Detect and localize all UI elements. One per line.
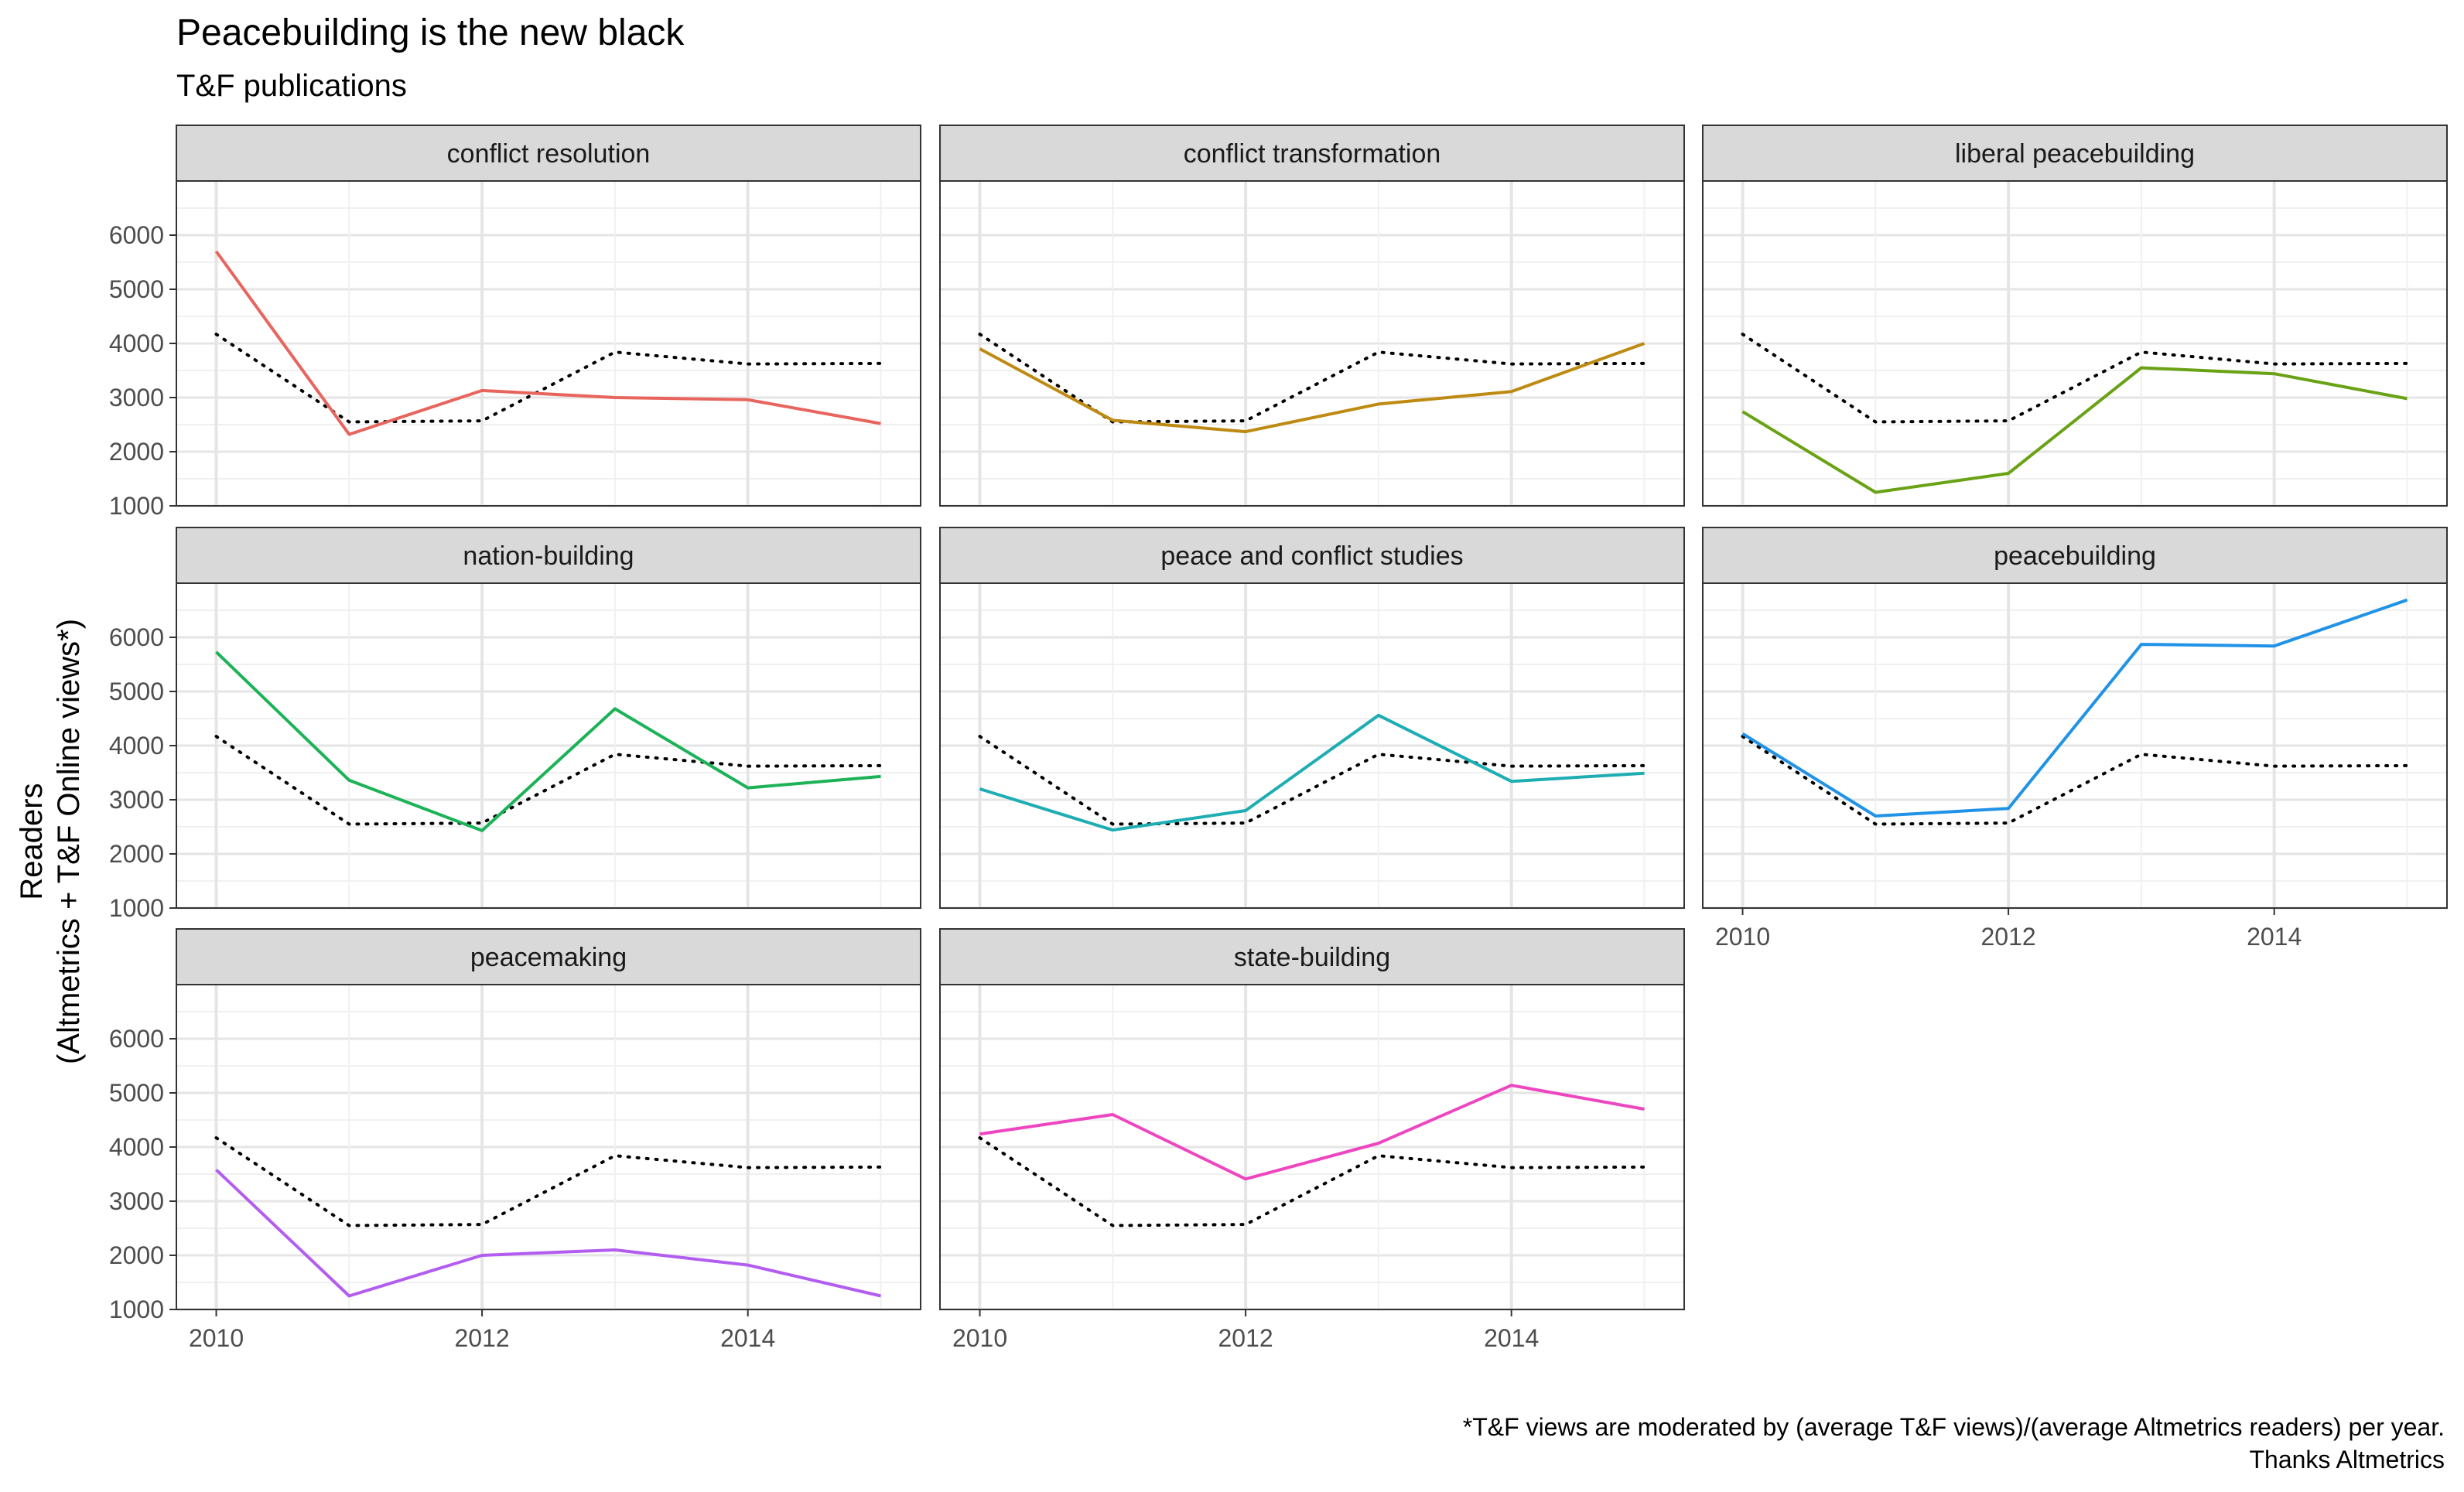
facet-strip [939, 527, 1685, 584]
panel-border [1702, 582, 2448, 909]
facet-strip [1702, 527, 2448, 584]
facet-series-line [215, 650, 881, 832]
facet-strip [939, 125, 1685, 182]
y-tick-label: 3000 [109, 1187, 164, 1215]
facet-panel: conflict resolution 1000 2000 3000 4000 5000 6… [109, 125, 921, 520]
facet-panel: peacebuilding 2010 2012 2014 [1702, 527, 2448, 951]
facet-panel: peacemaking 1000 2000 3000 4000 5000 6000 2010 2… [109, 928, 921, 1352]
reference-series-line [214, 333, 883, 424]
facet-strip-label: peacebuilding [1994, 541, 2156, 571]
facet-strip [176, 527, 921, 584]
y-tick-label: 2000 [109, 840, 164, 868]
y-tick-label: 1000 [109, 894, 164, 922]
facet-series-line [979, 713, 1645, 832]
chart-title: Peacebuilding is the new black [176, 12, 685, 53]
y-tick-label: 3000 [109, 384, 164, 411]
facet-strip-label: state-building [1234, 943, 1390, 972]
facet-panel: liberal peacebuilding [1702, 125, 2448, 507]
reference-series-line [1741, 333, 2409, 424]
x-tick-label: 2012 [1218, 1324, 1273, 1352]
y-tick-label: 6000 [109, 1025, 164, 1053]
x-tick-label: 2010 [189, 1324, 244, 1352]
x-tick-label: 2012 [1981, 923, 2036, 951]
x-tick-label: 2010 [952, 1324, 1007, 1352]
facet-strip [1702, 125, 2448, 182]
facet-series-line [979, 342, 1646, 434]
reference-series-line [214, 735, 883, 826]
y-axis-title-line1: Readers [15, 783, 49, 900]
y-tick-label: 5000 [109, 1079, 164, 1107]
y-tick-label: 5000 [109, 678, 164, 705]
reference-series-line [214, 1136, 883, 1227]
x-tick-label: 2014 [2247, 923, 2302, 951]
facet-series-line [979, 1084, 1645, 1181]
reference-series-line [978, 1136, 1646, 1227]
y-axis-title: Readers (Altmetrics + T&F Online views*) [15, 619, 86, 1064]
y-tick-label: 4000 [109, 732, 164, 760]
facet-series-line [215, 1168, 881, 1298]
y-tick-label: 6000 [109, 221, 164, 249]
facet-panel: state-building 2010 2012 2014 [939, 928, 1685, 1352]
y-tick-label: 4000 [109, 329, 164, 357]
facet-series-line [1741, 598, 2408, 818]
facet-strip-label: conflict resolution [447, 139, 651, 169]
facet-series-line [214, 250, 881, 436]
facet-strip-label: nation-building [463, 541, 634, 571]
panel-border [939, 984, 1685, 1310]
facet-strip [176, 928, 921, 985]
panel-border [939, 180, 1685, 507]
chart-subtitle: T&F publications [176, 69, 407, 103]
facet-strip-label: conflict transformation [1184, 139, 1441, 169]
y-tick-label: 6000 [109, 623, 164, 651]
facet-strip [176, 125, 921, 182]
facets-layer: conflict resolution 1000 2000 3000 4000 5000 6… [109, 125, 2448, 1352]
x-tick-label: 2012 [455, 1324, 510, 1352]
y-tick-label: 2000 [109, 438, 164, 466]
y-tick-label: 5000 [109, 275, 164, 303]
y-tick-label: 3000 [109, 786, 164, 814]
x-tick-label: 2014 [720, 1324, 775, 1352]
y-tick-label: 4000 [109, 1133, 164, 1161]
facet-series-line [1741, 366, 2408, 494]
y-tick-label: 2000 [109, 1241, 164, 1269]
facet-strip-label: peacemaking [470, 943, 627, 972]
y-tick-label: 1000 [109, 1296, 164, 1323]
panel-border [939, 582, 1685, 909]
caption-line2: Thanks Altmetrics [2249, 1446, 2445, 1473]
facet-panel: conflict transformation [939, 125, 1685, 507]
panel-border [1702, 180, 2448, 507]
caption-line1: *T&F views are moderated by (average T&F… [1463, 1413, 2445, 1441]
reference-series-line [978, 735, 1646, 826]
facet-strip-label: peace and conflict studies [1160, 541, 1463, 571]
facet-panel: peace and conflict studies [939, 527, 1685, 910]
x-tick-label: 2010 [1715, 923, 1770, 951]
reference-series-line [1741, 735, 2409, 826]
facet-strip-label: liberal peacebuilding [1955, 139, 2195, 169]
y-axis-title-line2: (Altmetrics + T&F Online views*) [52, 619, 86, 1064]
x-tick-label: 2014 [1484, 1324, 1539, 1352]
y-tick-label: 1000 [109, 492, 164, 520]
facet-panel: nation-building 1000 2000 3000 4000 5000 6000 [109, 527, 921, 922]
facet-strip [939, 928, 1685, 985]
